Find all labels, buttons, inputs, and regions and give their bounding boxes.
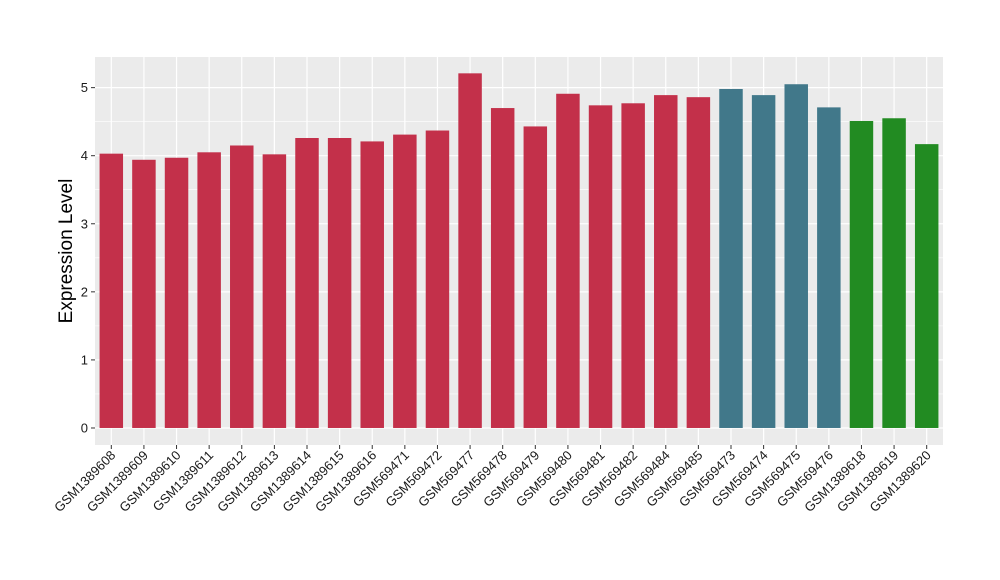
bar xyxy=(360,141,384,428)
y-tick-label: 5 xyxy=(81,80,88,95)
bar xyxy=(523,126,548,428)
bar xyxy=(99,153,124,428)
bar xyxy=(914,144,939,428)
bar xyxy=(393,134,417,428)
bar xyxy=(327,138,352,428)
y-tick-label: 4 xyxy=(81,148,88,163)
y-tick-label: 2 xyxy=(81,284,88,299)
bar xyxy=(164,157,189,428)
y-axis: 0 1 2 3 4 5 xyxy=(81,80,95,435)
bar xyxy=(490,108,515,428)
bar xyxy=(230,145,254,428)
bar xyxy=(817,107,841,428)
bar xyxy=(882,118,906,428)
y-tick-label: 3 xyxy=(81,216,88,231)
y-tick-label: 0 xyxy=(81,420,88,435)
bar xyxy=(588,105,613,428)
bar xyxy=(784,84,808,428)
bar xyxy=(849,120,874,428)
bar xyxy=(197,152,221,428)
bar xyxy=(262,154,287,428)
bar xyxy=(621,103,645,428)
x-axis: GSM1389608GSM1389609GSM1389610GSM1389611… xyxy=(51,445,934,515)
y-axis-title: Expression Level xyxy=(56,179,77,324)
bar xyxy=(295,138,319,428)
bar xyxy=(132,159,156,428)
y-tick-label: 1 xyxy=(81,352,88,367)
bar xyxy=(751,95,776,428)
bars xyxy=(99,73,939,428)
bar xyxy=(654,95,678,428)
bar xyxy=(686,97,711,428)
bar xyxy=(425,130,450,428)
plot-panel xyxy=(95,57,943,445)
bar xyxy=(458,73,482,428)
bar xyxy=(719,88,743,428)
bar xyxy=(556,93,580,428)
